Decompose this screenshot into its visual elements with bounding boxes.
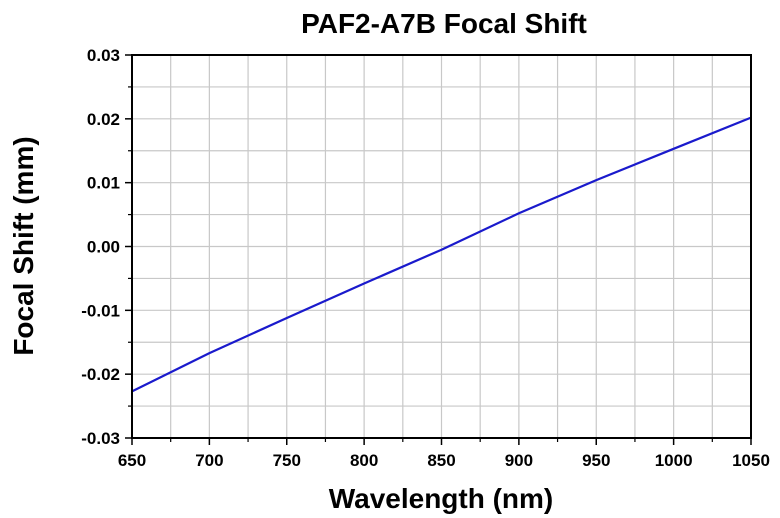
x-tick-label: 1000 — [655, 451, 693, 470]
series-layer — [131, 116, 752, 393]
y-tick-label: -0.02 — [81, 365, 120, 384]
x-tick-label: 950 — [582, 451, 610, 470]
x-tick-label: 900 — [505, 451, 533, 470]
x-tick-label: 700 — [195, 451, 223, 470]
y-tick-label: 0.00 — [87, 238, 120, 257]
y-tick-label: -0.03 — [81, 429, 120, 448]
x-tick-label: 750 — [273, 451, 301, 470]
x-tick-label: 1050 — [732, 451, 770, 470]
y-axis-label: Focal Shift (mm) — [8, 136, 39, 355]
x-tick-label: 800 — [350, 451, 378, 470]
series-line — [131, 116, 752, 393]
y-tick-labels: -0.03 -0.02 -0.01 0.00 0.01 0.02 0.03 — [81, 46, 120, 448]
y-tick-label: 0.01 — [87, 174, 120, 193]
x-axis-label: Wavelength (nm) — [329, 483, 554, 514]
plot-frame — [131, 54, 752, 439]
y-tick-label: -0.01 — [81, 301, 120, 320]
x-tick-label: 850 — [427, 451, 455, 470]
chart-title: PAF2-A7B Focal Shift — [301, 8, 587, 39]
grid — [132, 55, 751, 438]
x-tick-labels: 650 700 750 800 850 900 950 1000 1050 — [118, 451, 770, 470]
x-tick-label: 650 — [118, 451, 146, 470]
y-tick-label: 0.02 — [87, 110, 120, 129]
y-tick-label: 0.03 — [87, 46, 120, 65]
axis-ticks — [125, 54, 752, 445]
